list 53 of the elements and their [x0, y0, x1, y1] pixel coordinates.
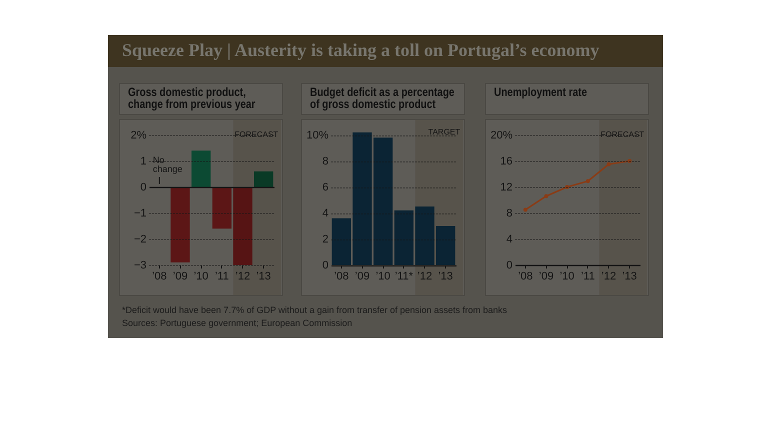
- x-tick-label: ’11: [580, 270, 595, 282]
- x-tick-label: ’09: [172, 270, 188, 282]
- chart-title: Gross domestic product, change from previous year: [128, 85, 256, 110]
- point: [544, 194, 548, 198]
- x-tick-label: ’10: [376, 270, 390, 282]
- y-tick-label: 8: [506, 208, 512, 220]
- x-tick-label: ’08: [152, 270, 167, 282]
- band-label: TARGET: [428, 127, 460, 136]
- y-tick-label: 0: [506, 260, 512, 272]
- y-tick-label: 20%: [490, 130, 513, 142]
- chart-title: Budget deficit as a percentage of gross domestic product: [310, 85, 456, 110]
- source-note: Sources: Portuguese government; European Commission: [122, 316, 354, 329]
- point: [523, 208, 528, 212]
- x-tick-label: ’13: [256, 270, 271, 282]
- annotation: No change: [152, 155, 182, 174]
- x-tick-label: ’12: [417, 270, 432, 282]
- x-tick-label: ’12: [235, 270, 250, 282]
- point: [628, 159, 632, 163]
- y-tick-label: 4: [506, 234, 512, 246]
- y-tick-label: 0: [140, 182, 146, 194]
- x-tick-label: ’08: [334, 270, 349, 282]
- y-tick-label: 4: [322, 208, 328, 220]
- x-tick-label: ’11*: [394, 270, 414, 282]
- bar: [254, 171, 274, 187]
- point: [606, 162, 611, 166]
- x-tick-label: ’13: [622, 270, 637, 282]
- x-tick-label: ’13: [438, 270, 453, 282]
- y-tick-label: 0: [322, 260, 328, 272]
- x-tick-label: ’10: [194, 270, 208, 282]
- x-tick-label: ’12: [601, 270, 616, 282]
- y-tick-label: −3: [134, 260, 146, 272]
- y-tick-label: 1: [140, 156, 146, 168]
- y-tick-label: 10%: [306, 130, 329, 142]
- y-tick-label: 2: [322, 234, 328, 246]
- text: *Deficit would have been 7.7% of GDP without a gain from transfer of pension assets from banks: [122, 304, 508, 316]
- bar: [170, 187, 190, 262]
- x-tick-label: ’08: [518, 270, 533, 282]
- x-tick-label: ’09: [354, 270, 370, 282]
- y-tick-label: 12: [500, 182, 512, 194]
- text: Squeeze Play | Austerity is taking a toll on Portugal’s economy: [122, 40, 600, 61]
- chart-title: Unemployment rate: [494, 85, 588, 99]
- point: [586, 179, 590, 184]
- x-tick-label: ’09: [538, 270, 554, 282]
- point: [565, 185, 570, 189]
- y-tick-label: −1: [134, 208, 146, 220]
- y-tick-label: 2%: [130, 130, 147, 142]
- y-tick-label: −2: [134, 234, 146, 246]
- x-tick-label: ’11: [214, 270, 229, 282]
- bar: [192, 150, 211, 187]
- y-tick-label: 16: [500, 156, 512, 168]
- x-tick-label: ’10: [560, 270, 574, 282]
- y-tick-label: 8: [322, 156, 328, 168]
- y-tick-label: 6: [322, 182, 328, 194]
